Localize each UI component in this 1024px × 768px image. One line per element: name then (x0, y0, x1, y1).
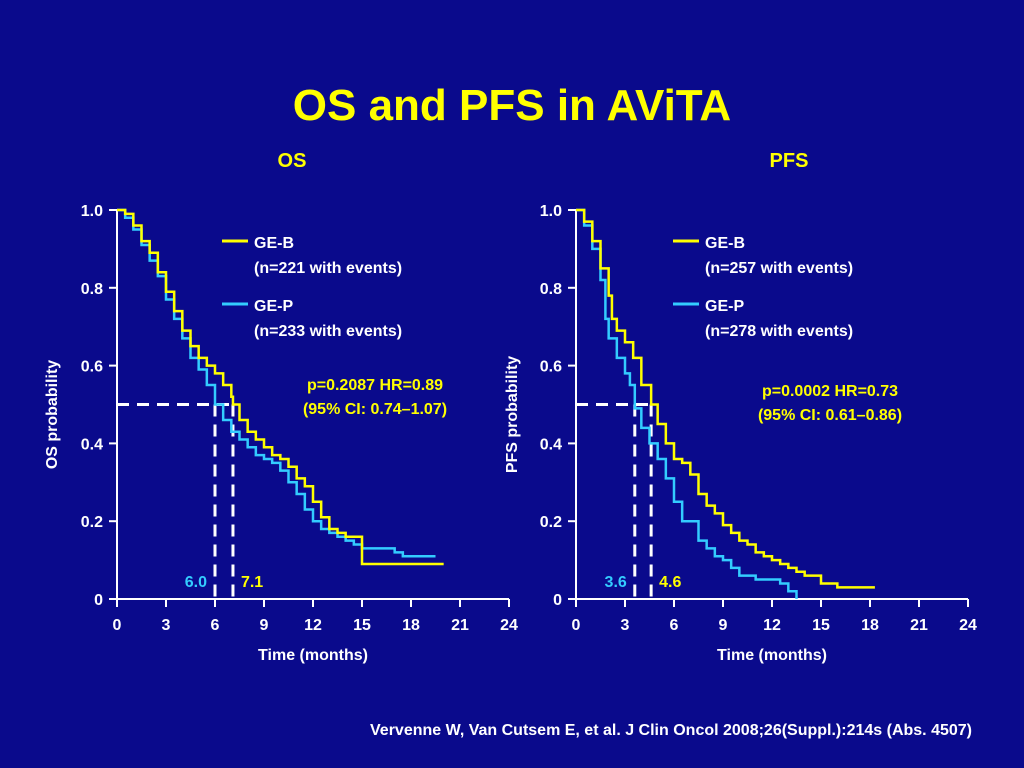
pfs-series-ge-p (576, 208, 798, 599)
os-y-axis-label: OS probability (44, 360, 61, 469)
pfs-x-tick-label: 9 (719, 617, 728, 634)
os-x-axis-label: Time (months) (258, 647, 368, 664)
pfs-x-tick-label: 12 (763, 617, 781, 634)
os-median-label: 6.0 (185, 574, 207, 591)
os-legend-detail: (n=221 with events) (254, 260, 402, 277)
pfs-y-axis-label: PFS probability (504, 356, 521, 473)
os-x-tick-label: 21 (451, 617, 469, 634)
os-x-tick-label: 6 (211, 617, 220, 634)
os-x-tick-label: 15 (353, 617, 371, 634)
pfs-y-tick-label: 0.6 (540, 359, 562, 376)
os-panel-title: OS (277, 150, 307, 172)
pfs-stats-text: p=0.0002 HR=0.73 (762, 383, 898, 400)
pfs-x-axis-label: Time (months) (717, 647, 827, 664)
pfs-x-tick-label: 3 (621, 617, 630, 634)
os-y-tick-label: 1.0 (81, 203, 103, 220)
pfs-legend-detail: (n=257 with events) (705, 260, 853, 277)
pfs-y-tick-label: 0.2 (540, 514, 562, 531)
os-x-tick-label: 18 (402, 617, 420, 634)
os-legend-detail: (n=233 with events) (254, 323, 402, 340)
os-x-tick-label: 24 (500, 617, 518, 634)
pfs-median-label: 3.6 (605, 574, 627, 591)
pfs-panel-title: PFS (769, 150, 809, 172)
pfs-y-tick-label: 0 (553, 592, 562, 609)
os-x-tick-label: 12 (304, 617, 322, 634)
os-x-tick-label: 3 (162, 617, 171, 634)
pfs-x-tick-label: 24 (959, 617, 977, 634)
pfs-x-tick-label: 6 (670, 617, 679, 634)
os-stats-text: p=0.2087 HR=0.89 (307, 377, 443, 394)
os-x-tick-label: 9 (260, 617, 269, 634)
pfs-legend-detail: (n=278 with events) (705, 323, 853, 340)
pfs-x-tick-label: 21 (910, 617, 928, 634)
pfs-y-tick-label: 1.0 (540, 203, 562, 220)
os-y-tick-label: 0.6 (81, 359, 103, 376)
slide-title: OS and PFS in AViTA (292, 81, 732, 130)
citation: Vervenne W, Van Cutsem E, et al. J Clin … (370, 722, 972, 739)
pfs-x-tick-label: 15 (812, 617, 830, 634)
os-y-tick-label: 0.8 (81, 281, 103, 298)
os-y-tick-label: 0.4 (81, 436, 103, 453)
pfs-x-tick-label: 0 (572, 617, 581, 634)
os-y-tick-label: 0 (94, 592, 103, 609)
os-legend-name: GE-B (254, 235, 294, 252)
pfs-x-tick-label: 18 (861, 617, 879, 634)
os-series-ge-b (117, 208, 444, 566)
os-stats-text: (95% CI: 0.74–1.07) (303, 401, 447, 418)
os-median-label: 7.1 (241, 574, 263, 591)
os-x-tick-label: 0 (113, 617, 122, 634)
pfs-stats-text: (95% CI: 0.61–0.86) (758, 407, 902, 424)
pfs-median-label: 4.6 (659, 574, 681, 591)
pfs-legend-name: GE-B (705, 235, 745, 252)
pfs-y-tick-label: 0.4 (540, 436, 562, 453)
os-y-tick-label: 0.2 (81, 514, 103, 531)
pfs-y-tick-label: 0.8 (540, 281, 562, 298)
pfs-legend-name: GE-P (705, 298, 744, 315)
os-legend-name: GE-P (254, 298, 293, 315)
pfs-series-ge-b (576, 208, 875, 589)
